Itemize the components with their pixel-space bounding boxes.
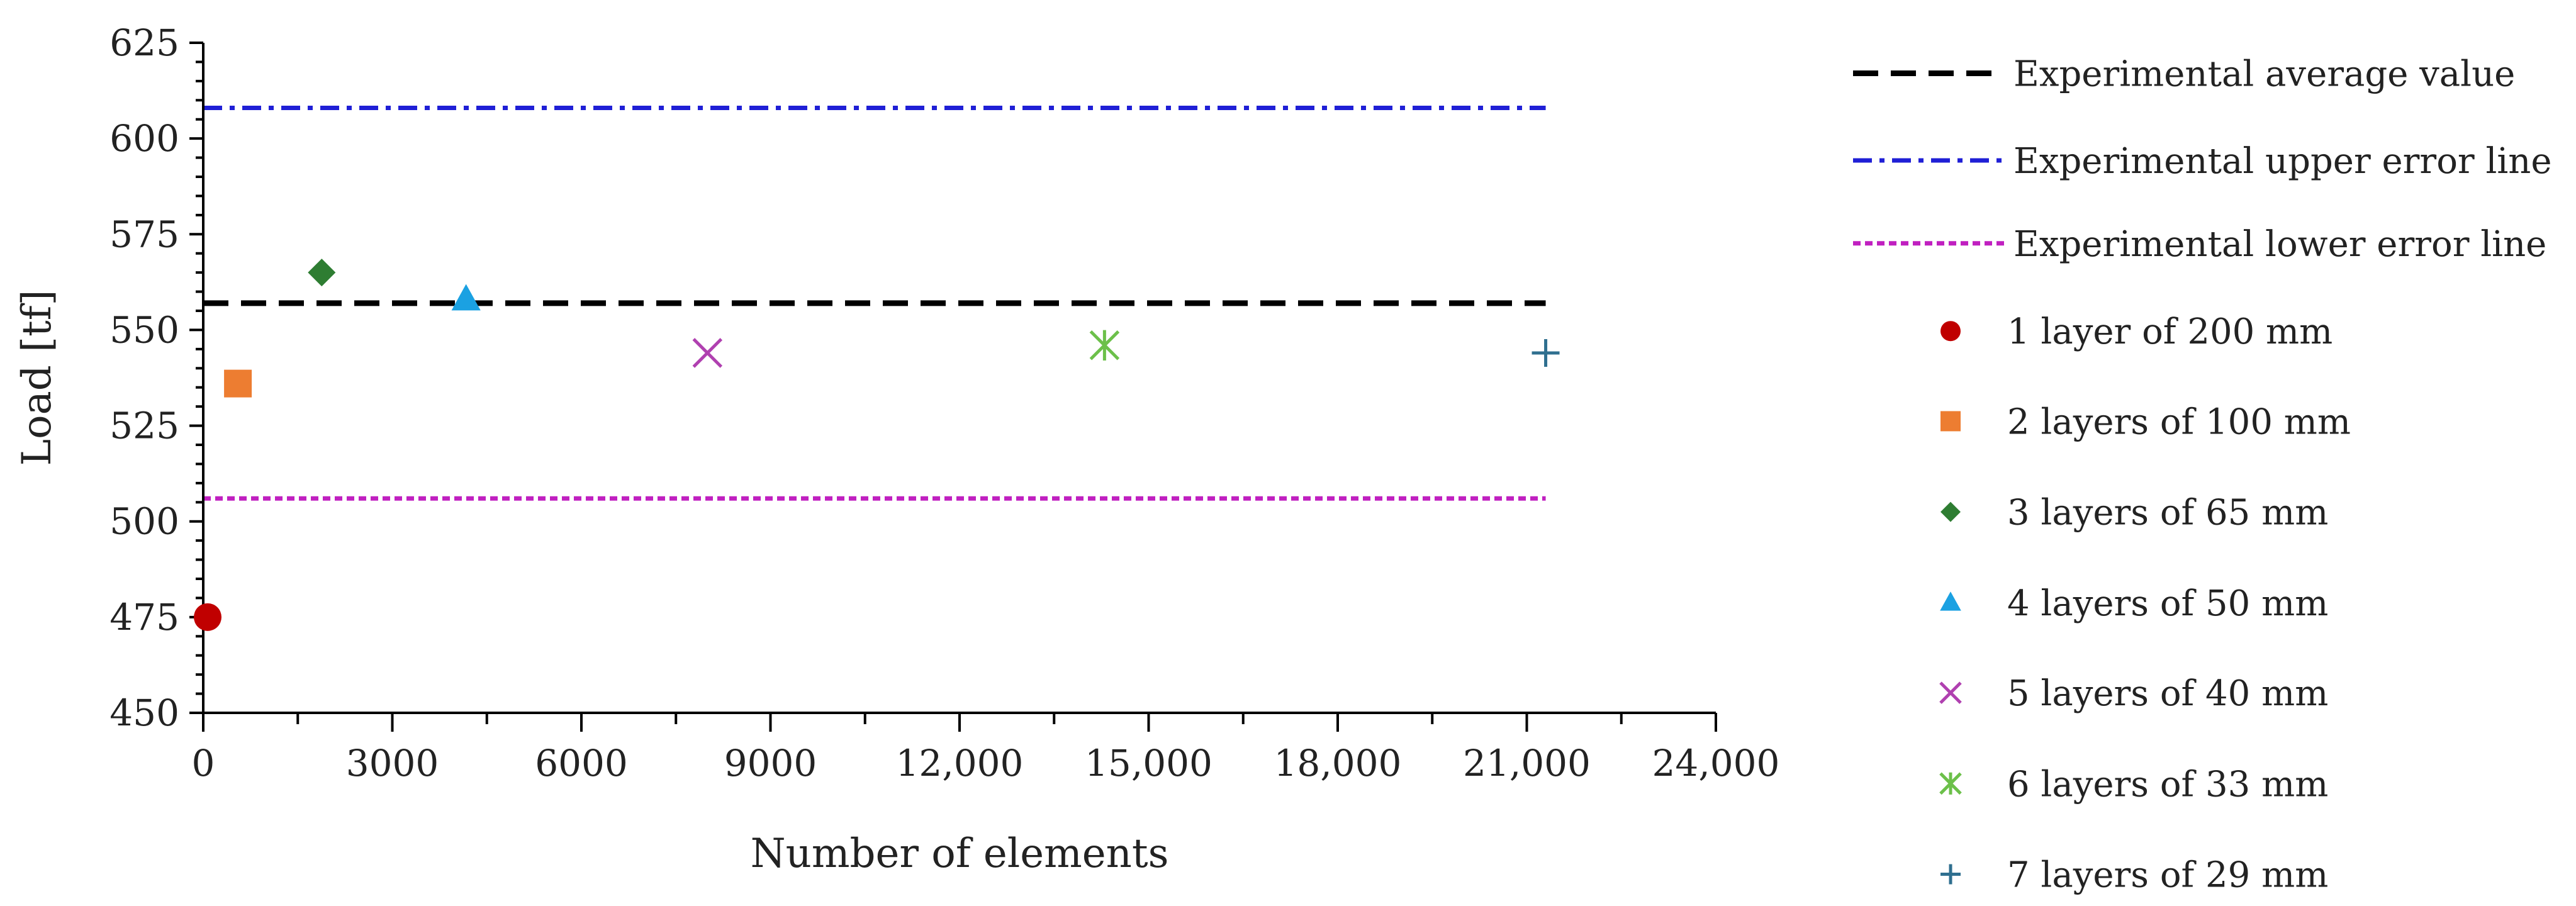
data-point-circle	[194, 603, 222, 631]
legend-marker-x	[1939, 681, 1962, 704]
data-point-asterisk	[1089, 330, 1120, 361]
legend-label: 5 layers of 40 mm	[2007, 673, 2328, 714]
legend-label: 2 layers of 100 mm	[2007, 401, 2351, 442]
y-tick-label: 450	[109, 691, 179, 734]
data-point-x	[692, 338, 723, 368]
y-tick-label: 475	[109, 596, 179, 639]
legend-label: 7 layers of 29 mm	[2007, 855, 2328, 896]
x-tick-label: 9000	[724, 742, 817, 785]
y-tick-label: 625	[109, 21, 179, 64]
legend-label: 6 layers of 33 mm	[2007, 764, 2328, 805]
data-points	[194, 259, 1560, 631]
x-axis-title: Number of elements	[751, 830, 1169, 877]
reference-lines	[203, 105, 1546, 501]
y-tick-label: 500	[109, 500, 179, 543]
x-tick-label: 24,000	[1652, 742, 1780, 785]
x-tick-label: 21,000	[1463, 742, 1591, 785]
legend-label: 1 layer of 200 mm	[2007, 311, 2332, 352]
y-tick-label: 525	[109, 405, 179, 447]
legend-marker-square	[1940, 411, 1961, 432]
data-point-plus	[1532, 338, 1560, 367]
x-tick-label: 0	[192, 742, 215, 785]
legend: Experimental average value Experimental u…	[1853, 54, 2552, 896]
data-point-triangle	[451, 284, 481, 311]
axes: 450 475 500 525 550 575 600 625 0 3000 6000 9000 12,…	[109, 21, 1779, 785]
x-tick-label: 6000	[535, 742, 628, 785]
legend-label: Experimental lower error line	[2013, 224, 2546, 265]
legend-label: 3 layers of 65 mm	[2007, 493, 2328, 534]
y-tick-label: 550	[109, 308, 179, 351]
legend-marker-plus	[1940, 864, 1961, 885]
y-axis-title: Load [tf]	[14, 290, 60, 466]
x-tick-label: 15,000	[1085, 742, 1212, 785]
legend-marker-asterisk	[1939, 772, 1962, 795]
legend-marker-diamond	[1940, 501, 1961, 522]
legend-marker-triangle	[1940, 591, 1961, 611]
y-tick-label: 575	[109, 213, 179, 255]
y-tick-label: 600	[109, 117, 179, 160]
legend-label: Experimental upper error line	[2013, 141, 2552, 182]
legend-marker-circle	[1940, 321, 1961, 342]
legend-label: Experimental average value	[2013, 54, 2515, 95]
x-tick-label: 18,000	[1274, 742, 1402, 785]
data-point-diamond	[308, 259, 336, 287]
legend-label: 4 layers of 50 mm	[2007, 583, 2328, 624]
x-tick-label: 3000	[346, 742, 439, 785]
data-point-square	[224, 369, 252, 398]
x-tick-label: 12,000	[896, 742, 1024, 785]
